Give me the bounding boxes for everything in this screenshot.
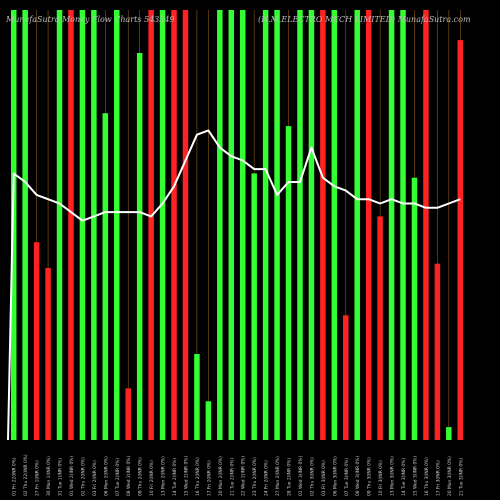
flow-bar (354, 10, 360, 440)
flow-bar (171, 10, 177, 440)
flow-bar (251, 173, 257, 440)
flow-bar (411, 177, 418, 440)
x-tick-label: 16 Thu 2(INR 0%) (195, 457, 201, 496)
x-tick-label: 09 Thu 2(INR 0%) (138, 457, 144, 496)
flow-bar (205, 401, 212, 440)
x-tick-label: 02 Thu 2(INR 0%) (80, 457, 86, 496)
flow-bar (343, 315, 349, 440)
x-tick-label: 01 Fri 22(INR 0%) (12, 457, 18, 496)
x-tick-label: 10 Fri 3(INR 0%) (378, 460, 384, 496)
x-tick-label: 13 Mon 2(INR 0%) (161, 456, 167, 496)
flow-bar (308, 10, 315, 440)
flow-bar (377, 216, 383, 440)
chart-title-left: MunafaSutra Money Flow Charts 543349 (5, 15, 175, 24)
flow-bar (102, 113, 109, 440)
flow-bar (239, 10, 246, 440)
line-layer (7, 129, 461, 441)
flow-bar (285, 126, 292, 440)
flow-bar (400, 10, 406, 440)
x-tick-label: 03 Fri 3(INR 0%) (321, 460, 327, 496)
x-tick-label: 24 Fri 2(INR 0%) (264, 460, 270, 496)
x-tick-label: 02 Thu 22(INR 0%) (23, 454, 29, 496)
flow-bar (45, 268, 51, 440)
money-flow-line (7, 129, 461, 441)
x-tick-label: 01 Wed 2(INR 0%) (69, 456, 75, 496)
x-tick-label: 15 Wed 3(INR 0%) (412, 456, 418, 496)
flow-bar (274, 10, 280, 440)
flow-bar (56, 10, 63, 440)
flow-bar (148, 10, 154, 440)
x-tick-label: 15 Wed 2(INR 0%) (183, 456, 189, 496)
x-tick-label: 07 Tue 3(INR 0%) (344, 458, 350, 496)
flow-bar (194, 354, 200, 440)
flow-bar (10, 10, 17, 440)
x-tick-label: 01 Wed 3(INR 0%) (298, 456, 304, 496)
flow-bar (114, 10, 120, 440)
flow-bar (125, 388, 131, 440)
chart-title-right: (H.M.ELECTRO MECH LIMITED) MunafaSutra.c… (258, 15, 471, 24)
x-tick-label: 06 Mon 3(INR 0%) (332, 456, 338, 496)
flow-bar (159, 10, 166, 440)
x-tick-labels: 01 Fri 22(INR 0%) 02 Thu 22(INR 0%) 27 Fri… (12, 454, 465, 496)
x-tick-label: 02 Thu 3(INR 0%) (309, 457, 315, 496)
flow-bar (68, 10, 74, 440)
flow-bar (365, 10, 372, 440)
x-tick-label: 16 Thu 3(INR 0%) (424, 457, 430, 496)
x-tick-label: 06 Mon 2(INR 0%) (103, 456, 109, 496)
flow-bar (297, 10, 303, 440)
x-tick-label: 23 Thu 2(INR 0%) (252, 457, 258, 496)
x-tick-label: 28 Tue 2(INR 0%) (287, 458, 293, 496)
flow-bar (22, 10, 28, 440)
x-tick-label: 14 Tue 2(INR 0%) (172, 458, 178, 496)
x-tick-label: 17 Fri 2(INR 0%) (206, 460, 212, 496)
flow-bar (434, 263, 441, 440)
x-tick-label: 20 Mon 3(INR 0%) (447, 456, 453, 496)
x-tick-label: 14 Tue 3(INR 0%) (401, 458, 407, 496)
flow-bar (79, 10, 86, 440)
x-tick-label: 13 Mon 3(INR 0%) (390, 456, 396, 496)
x-tick-label: 21 Tue 2(INR 0%) (229, 458, 235, 496)
flow-bar (33, 242, 40, 440)
x-tick-label: 30 Mon 1(INR 0%) (46, 456, 52, 496)
flow-bar (262, 10, 269, 440)
x-tick-label: 20 Mon 2(INR 0%) (218, 456, 224, 496)
flow-bar (388, 10, 395, 440)
x-tick-label: 31 Tue 1(INR 0%) (58, 458, 64, 496)
x-tick-label: 07 Tue 2(INR 0%) (115, 458, 121, 496)
x-tick-label: 22 Wed 2(INR 0%) (241, 456, 247, 496)
x-tick-label: 21 Tue 3(INR 0%) (458, 458, 464, 496)
flow-bar (423, 10, 429, 440)
flow-bar (446, 427, 452, 440)
flow-bar (457, 40, 464, 440)
x-tick-label: 17 Fri 3(INR 0%) (435, 460, 441, 496)
x-tick-label: 10 Fri 2(INR 0%) (149, 460, 155, 496)
flow-bar (91, 10, 97, 440)
flow-bar (320, 10, 326, 440)
x-tick-label: 08 Wed 3(INR 0%) (355, 456, 361, 496)
x-tick-label: 09 Thu 3(INR 0%) (367, 457, 373, 496)
flow-bar (136, 53, 143, 440)
x-tick-label: 03 Fri 2(INR 0%) (92, 460, 98, 496)
flow-bar (217, 10, 223, 440)
flow-bar (331, 10, 338, 440)
x-tick-label: 27 Fri 1(INR 0%) (35, 460, 41, 496)
x-tick-label: 27 Mon 2(INR 0%) (275, 456, 281, 496)
flow-bar (228, 10, 235, 440)
bars-layer (10, 10, 464, 440)
x-tick-label: 08 Wed 2(INR 0%) (126, 456, 132, 496)
flow-bar (182, 10, 189, 440)
